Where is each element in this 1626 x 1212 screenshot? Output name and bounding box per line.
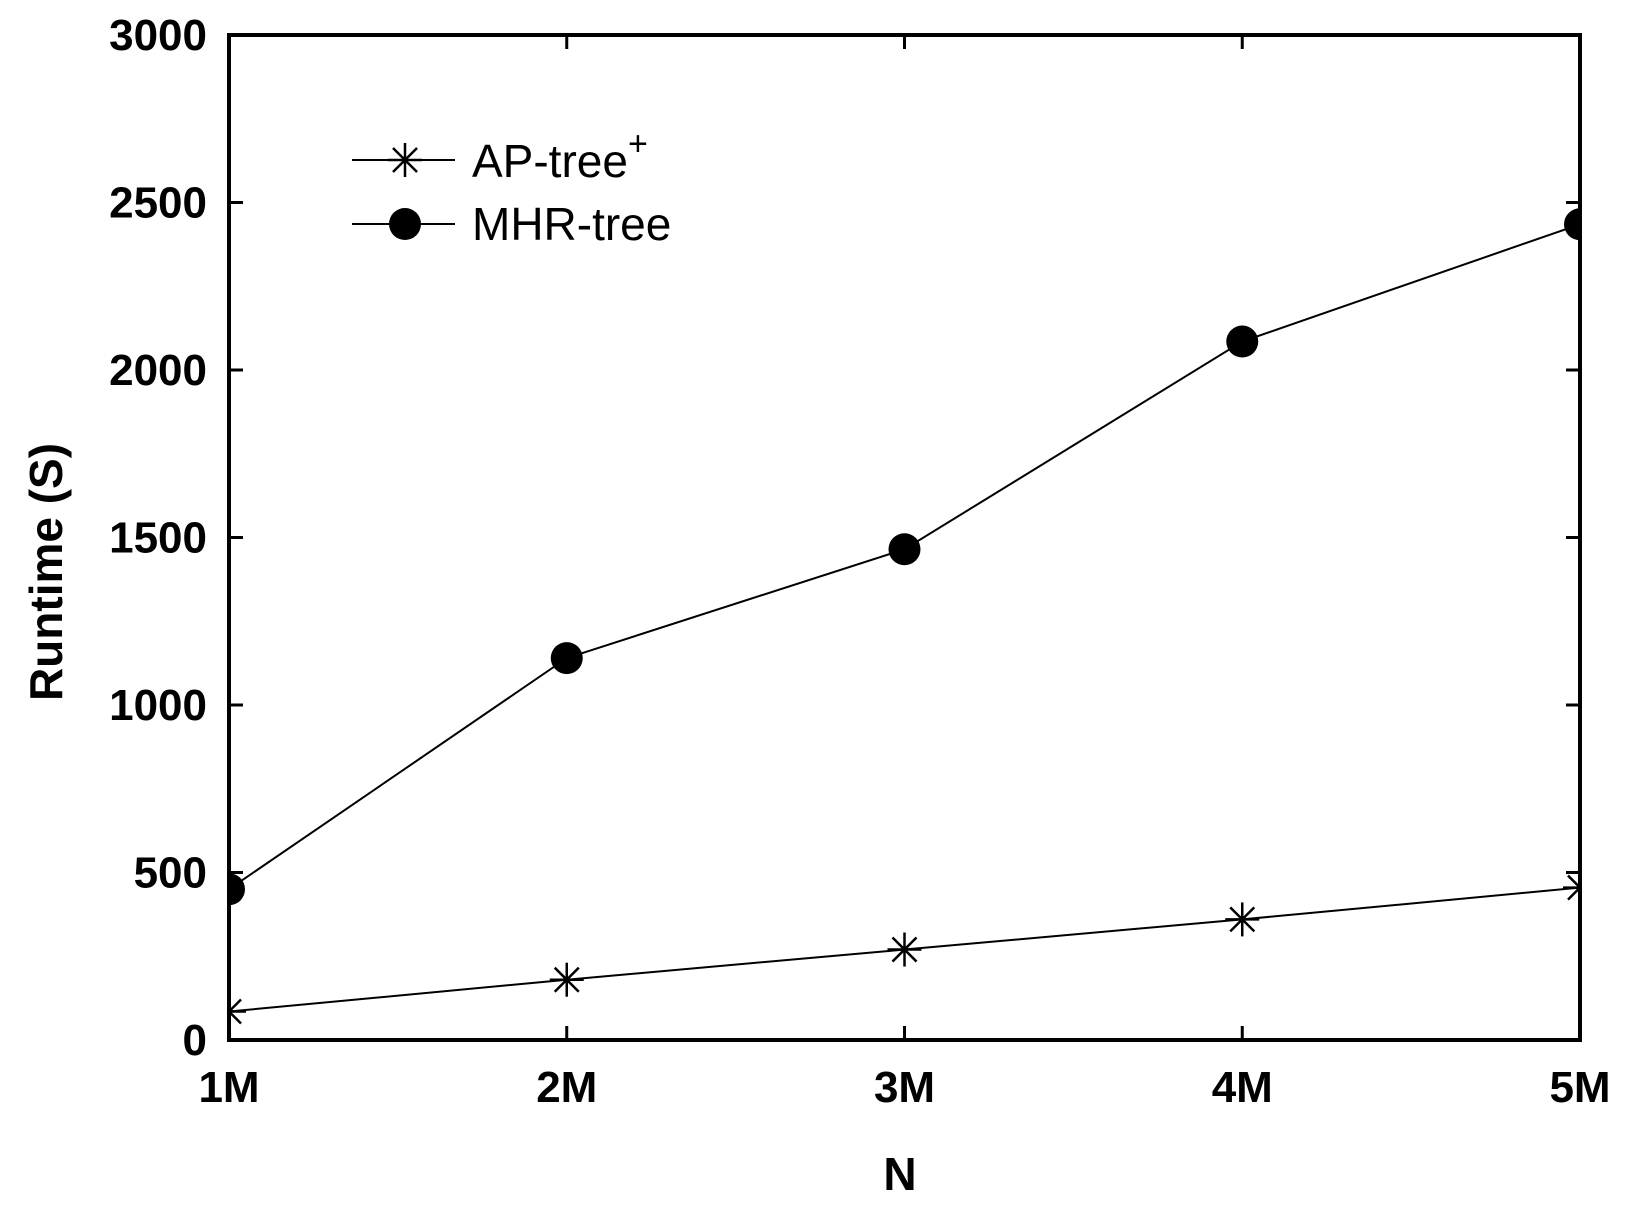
data-point-mhr-tree: [888, 533, 921, 566]
data-point-mhr-tree: [550, 642, 583, 675]
asterisk-stroke: [553, 966, 580, 993]
series: [229, 208, 1580, 1029]
asterisk-stroke: [891, 936, 918, 963]
y-tick-label: 500: [134, 849, 207, 898]
series-ap-tree: [229, 870, 1580, 1029]
y-tick-label: 1500: [109, 514, 207, 563]
y-tick-label: 3000: [109, 11, 207, 60]
x-axis-title: N: [883, 1148, 916, 1200]
legend-label-ap-tree-superscript: +: [628, 125, 648, 163]
y-tick-label: 0: [183, 1016, 207, 1065]
asterisk-stroke: [392, 147, 418, 173]
x-tick-label: 5M: [1549, 1063, 1610, 1112]
asterisk-stroke: [229, 998, 242, 1014]
legend-asterisk-icon: [388, 143, 422, 177]
data-point-ap-tree: [549, 962, 584, 997]
x-tick-label: 4M: [1212, 1063, 1273, 1112]
y-tick-label: 2500: [109, 179, 207, 228]
y-axis-title: Runtime (S): [20, 443, 72, 701]
ticks: 0 500 1000 1500 2000 2500 3000 1M 2M 3M 4M 5M: [109, 11, 1610, 1112]
legend-label-mhr-tree: MHR-tree: [472, 198, 671, 250]
data-point-ap-tree: [229, 994, 246, 1029]
legend-item-mhr-tree: MHR-tree: [352, 198, 671, 250]
series-mhr-tree: [229, 208, 1580, 906]
legend-asterisk-marker: [388, 143, 422, 177]
data-point-ap-tree: [887, 932, 922, 967]
legend-filled-circle-icon: [389, 208, 421, 240]
legend-label-ap-tree: AP-tree+: [472, 125, 648, 187]
data-point-mhr-tree: [1564, 208, 1580, 241]
asterisk-stroke: [229, 1009, 242, 1025]
x-tick-label: 1M: [198, 1063, 259, 1112]
asterisk-stroke: [1567, 885, 1580, 901]
data-point-ap-tree: [1563, 870, 1580, 905]
x-tick-label: 2M: [536, 1063, 597, 1112]
asterisk-stroke: [1229, 906, 1256, 933]
asterisk-stroke: [1567, 874, 1580, 890]
y-tick-label: 1000: [109, 681, 207, 730]
legend: AP-tree+ MHR-tree: [352, 125, 671, 250]
data-point-mhr-tree: [229, 873, 245, 906]
data-point-mhr-tree: [1226, 325, 1259, 358]
legend-item-ap-tree: AP-tree+: [352, 125, 648, 187]
y-tick-label: 2000: [109, 346, 207, 395]
data-point-ap-tree: [1225, 902, 1260, 937]
legend-label-ap-tree-text: AP-tree: [472, 135, 628, 187]
x-tick-label: 3M: [874, 1063, 935, 1112]
